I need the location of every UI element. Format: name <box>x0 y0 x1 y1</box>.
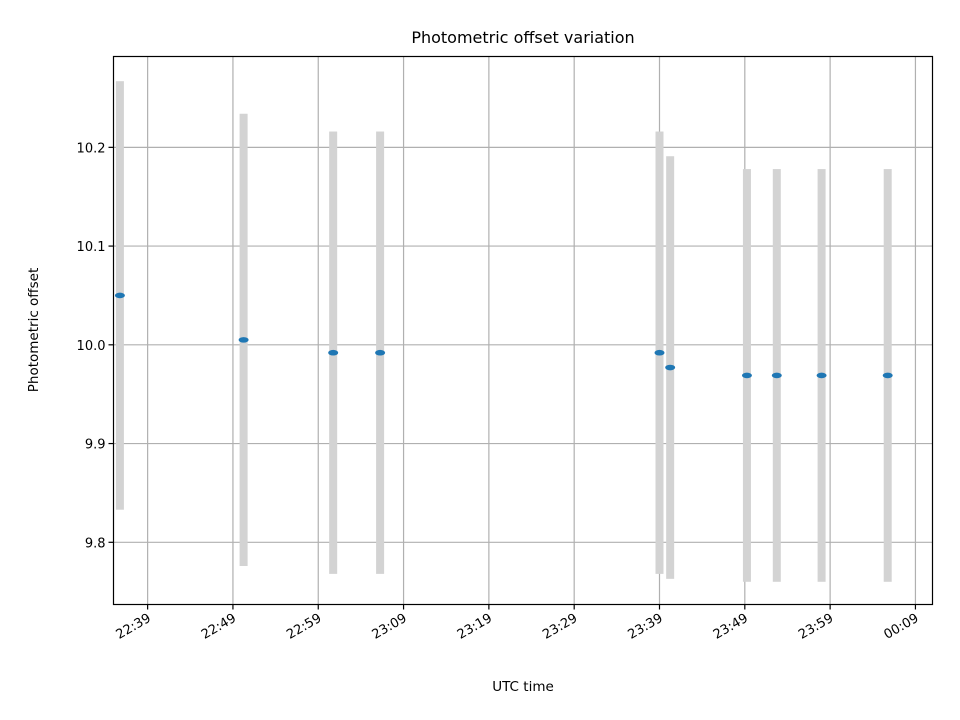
plot-frame <box>112 55 934 606</box>
data-point <box>238 337 249 343</box>
y-tick-label: 9.9 <box>85 438 106 453</box>
y-tick-label: 10.0 <box>77 339 106 354</box>
data-points <box>114 292 893 379</box>
y-tick-label: 10.1 <box>77 240 106 255</box>
data-point <box>665 364 676 371</box>
data-point <box>654 349 665 356</box>
data-point <box>816 372 827 379</box>
y-ticks: 9.8 9.9 10.0 10.1 10.2 <box>77 141 114 551</box>
grid <box>113 56 933 605</box>
data-point <box>375 349 386 356</box>
chart-title: Photometric offset variation <box>411 28 634 47</box>
y-axis-label: Photometric offset <box>26 268 42 392</box>
x-axis-label: UTC time <box>492 679 554 695</box>
data-point <box>882 372 893 379</box>
data-point <box>771 372 782 379</box>
y-tick-label: 10.2 <box>77 141 106 156</box>
y-tick-label: 9.8 <box>85 536 106 551</box>
data-point <box>114 292 125 299</box>
data-point <box>328 349 339 356</box>
data-point <box>741 372 752 379</box>
